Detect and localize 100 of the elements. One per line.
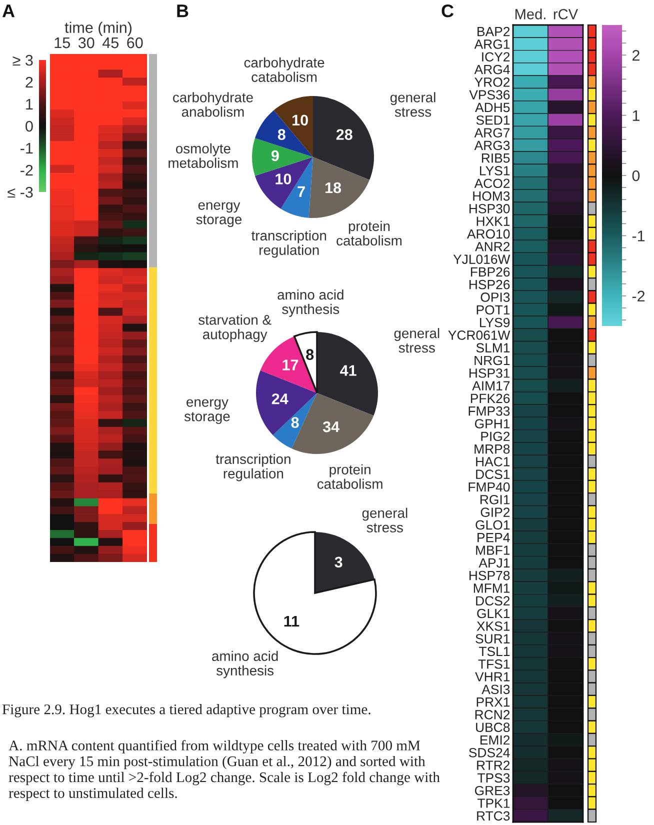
data-label: 8 bbox=[306, 349, 314, 360]
color-bar-label: 0 bbox=[632, 170, 640, 182]
color-bar-label: 2 bbox=[632, 50, 640, 61]
slice-label: general stress bbox=[390, 92, 436, 117]
y-tick-label: ARO10 bbox=[466, 229, 510, 239]
slice-label: carbohydrate catabolism bbox=[244, 57, 324, 82]
data-label: 28 bbox=[336, 129, 352, 140]
y-tick-label: GIP2 bbox=[480, 508, 510, 517]
y-tick-label: NRG1 bbox=[474, 356, 510, 366]
y-tick-label: ICY2 bbox=[482, 52, 510, 62]
bar bbox=[149, 267, 157, 494]
slice-label: energy storage bbox=[196, 202, 242, 228]
chart-title: C bbox=[442, 4, 454, 18]
text: A. mRNA content quantified from wildtype cells treated with 700 mM NaCl every 15 min post-stimulation (Guan et al., 2012) and sorted with respect to time until >2-fold Log2 change. Scale is Log2 fold change with respect to unstimulated cells. bbox=[8, 740, 440, 801]
data-label: 10 bbox=[292, 114, 308, 126]
y-tick-label: HSP26 bbox=[470, 280, 510, 290]
x-tick-label: Med. bbox=[515, 8, 546, 20]
y-tick-label: SDS24 bbox=[469, 748, 510, 758]
y-tick-label: RCN2 bbox=[475, 710, 510, 720]
y-tick-label: HAC1 bbox=[476, 457, 510, 466]
x-tick-label: 45 bbox=[102, 38, 118, 48]
y-tick-label: SUR1 bbox=[476, 634, 510, 644]
y-tick-label: FMP40 bbox=[468, 482, 510, 492]
x-tick-label: 30 bbox=[78, 37, 94, 48]
y-tick-label: VHR1 bbox=[475, 672, 510, 682]
color-bar-label: 1 bbox=[632, 110, 640, 121]
y-tick-label: LYS9 bbox=[480, 318, 510, 328]
x-axis-title: time (min) bbox=[64, 22, 132, 36]
y-tick-label: POT1 bbox=[476, 305, 510, 315]
slice-label: energy storage bbox=[184, 399, 230, 424]
data-label: 41 bbox=[340, 365, 356, 376]
y-tick-label: PEP4 bbox=[478, 533, 510, 542]
data-label: 18 bbox=[326, 182, 342, 194]
y-tick-label: GLO1 bbox=[476, 520, 510, 530]
slice-label: protein catabolism bbox=[336, 220, 402, 246]
pie-slice bbox=[272, 393, 317, 448]
y-tick-label: MRP8 bbox=[474, 444, 510, 454]
y-tick-label: RTR2 bbox=[477, 760, 510, 770]
y-tick-label: GPH1 bbox=[474, 419, 510, 428]
color-bar-label: -2 bbox=[632, 290, 645, 302]
caption: Figure 2.9. Hog1 executes a tiered adaptive program over time. bbox=[2, 704, 370, 718]
slice-label: general stress bbox=[362, 508, 408, 532]
chart-title: B bbox=[177, 4, 188, 18]
y-tick-label: ASI3 bbox=[482, 684, 510, 694]
y-tick-label: DCS1 bbox=[476, 470, 510, 480]
pie-slice bbox=[308, 157, 370, 218]
y-tick-label: OPI3 bbox=[480, 292, 510, 302]
y-tick-label: VPS36 bbox=[469, 90, 510, 100]
slice-label: protein catabolism bbox=[317, 464, 382, 489]
slice-label: osmolyte metabolism bbox=[168, 143, 238, 168]
y-tick-label: DCS2 bbox=[476, 596, 510, 606]
slice-label: starvation & autophagy bbox=[198, 314, 272, 342]
color-bar-label: -2 bbox=[20, 164, 33, 176]
y-tick-label: YCR061W bbox=[448, 330, 510, 340]
pie-slice bbox=[317, 332, 378, 416]
y-tick-label: SED1 bbox=[476, 115, 510, 125]
data-label: 34 bbox=[322, 421, 340, 432]
y-tick-label: EMI2 bbox=[480, 735, 510, 745]
y-tick-label: HSP30 bbox=[470, 204, 510, 214]
y-tick-label: ARG1 bbox=[474, 40, 510, 49]
color-bar-label: 2 bbox=[26, 76, 33, 88]
y-tick-label: HOM3 bbox=[473, 191, 510, 201]
y-tick-label: FBP26 bbox=[470, 267, 510, 277]
data-label: 10 bbox=[276, 174, 292, 184]
color-bar-label: -1 bbox=[20, 143, 33, 154]
y-tick-label: RGI1 bbox=[480, 494, 510, 504]
color-bar-label: 1 bbox=[26, 99, 33, 110]
y-tick-label: MFM1 bbox=[474, 584, 510, 593]
pie-slice bbox=[256, 370, 317, 436]
y-tick-label: MBF1 bbox=[476, 546, 510, 555]
slice-label: amino acid synthesis bbox=[278, 289, 344, 317]
y-tick-label: ARG7 bbox=[474, 128, 510, 138]
y-tick-label: HXK1 bbox=[476, 216, 510, 226]
y-tick-label: RIB5 bbox=[482, 154, 510, 163]
y-tick-label: ACO2 bbox=[474, 178, 510, 188]
slice-label: carbohydrate anabolism bbox=[173, 92, 253, 117]
color-bar-label: ≥ 3 bbox=[12, 54, 33, 66]
x-tick-label: 15 bbox=[54, 38, 70, 48]
x-tick-label: rCV bbox=[554, 9, 578, 20]
x-tick-label: 60 bbox=[127, 37, 143, 48]
y-tick-label: GRE3 bbox=[474, 786, 510, 796]
y-tick-label: PFK26 bbox=[470, 394, 510, 404]
data-label: 9 bbox=[271, 150, 279, 162]
data-label: 8 bbox=[291, 417, 299, 428]
y-tick-label: ARG3 bbox=[474, 140, 510, 150]
data-label: 17 bbox=[282, 360, 298, 370]
y-tick-label: PIG2 bbox=[481, 432, 510, 442]
slice-label: transcription regulation bbox=[252, 230, 326, 258]
y-tick-label: TPK1 bbox=[478, 798, 510, 808]
y-tick-label: UBC8 bbox=[476, 722, 510, 732]
bar bbox=[149, 524, 157, 562]
bar bbox=[149, 54, 157, 268]
color-bar-label: -1 bbox=[632, 230, 645, 242]
y-tick-label: YRO2 bbox=[474, 77, 510, 87]
y-tick-label: TFS1 bbox=[478, 659, 510, 669]
y-tick-label: ADH5 bbox=[475, 102, 510, 112]
y-tick-label: TSL1 bbox=[478, 646, 510, 656]
slice-label: general stress bbox=[394, 328, 440, 353]
data-label: 7 bbox=[298, 186, 305, 197]
y-tick-label: GLK1 bbox=[477, 608, 510, 618]
